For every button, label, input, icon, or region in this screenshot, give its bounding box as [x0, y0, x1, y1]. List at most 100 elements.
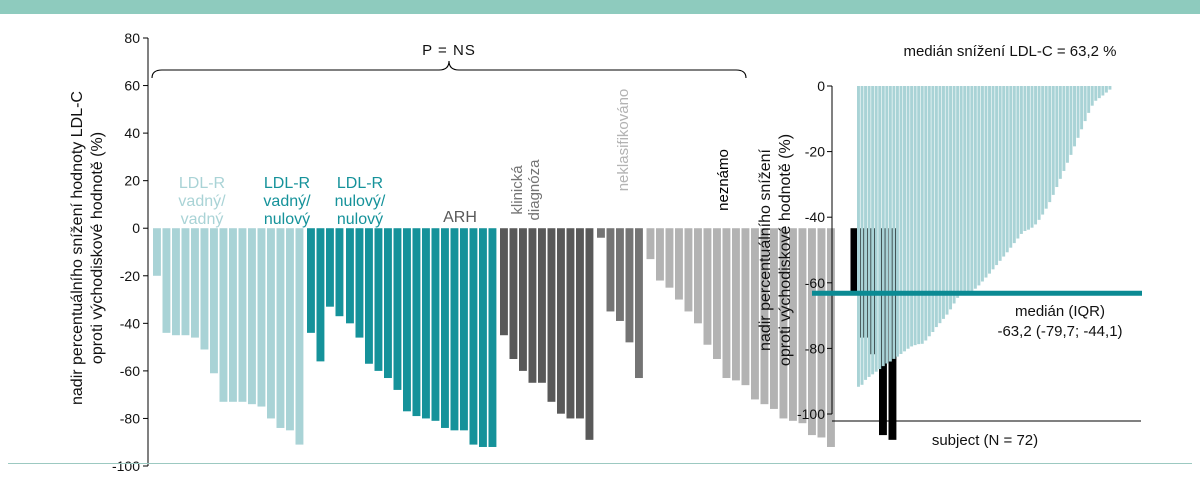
bar-arh [500, 228, 508, 336]
group-label-null_null: nulový/ [335, 193, 386, 210]
subject-bar [906, 86, 910, 349]
bar-unclassified [798, 228, 807, 424]
bar-defective_defective [248, 228, 256, 405]
subject-bar [924, 86, 928, 341]
subject-bar [888, 86, 892, 362]
bar-defective_null [335, 228, 344, 317]
subject-bar [998, 86, 1002, 261]
subject-bar [917, 86, 921, 345]
bar-unclassified [827, 228, 835, 447]
right-y-tick-label: 0 [817, 78, 825, 94]
left-y-ticks: 80 60 40 20 0 -20 -40 -60 -80 -100 [112, 30, 148, 474]
subject-bar [1104, 86, 1108, 93]
bar-null_null [488, 228, 497, 447]
bar-unclassified [665, 228, 674, 288]
subject-bar [1044, 86, 1048, 209]
left-y-tick-label: 80 [124, 30, 140, 46]
group-label-clinical: diagnóza [526, 159, 543, 221]
subject-bar [1012, 86, 1016, 244]
group-label-clinical: klinická [509, 165, 526, 215]
bar-arh [585, 228, 594, 440]
subject-bar [864, 86, 868, 380]
bar-defective_defective [295, 228, 304, 445]
bar-arh [566, 228, 575, 419]
left-y-axis-label: oproti východiskové hodnotě (%) [89, 132, 106, 364]
left-y-tick-label: 40 [124, 125, 140, 141]
bar-null_null [384, 228, 392, 379]
subject-bar [980, 86, 984, 282]
subject-bar [1009, 86, 1013, 248]
bar-null_null [422, 228, 430, 419]
bar-clinical [625, 228, 634, 343]
bar-arh [547, 228, 556, 402]
median-label: medián (IQR) [1015, 303, 1105, 320]
subject-bar [1019, 86, 1023, 234]
subject-bar [966, 86, 970, 293]
group-label-unclassified: neklasifikováno [615, 89, 632, 192]
left-y-tick-label: 0 [132, 220, 140, 236]
subject-bar [1002, 86, 1006, 257]
subject-bar [892, 86, 896, 359]
bar-arh [576, 228, 584, 419]
subject-bar [1027, 86, 1030, 230]
bar-arh [538, 228, 546, 383]
subject-bar [934, 86, 938, 328]
left-y-tick-label: 20 [124, 173, 140, 189]
subject-bar [1097, 86, 1101, 99]
bar-unknown [860, 228, 868, 338]
bar-defective_null [316, 228, 325, 362]
subject-bar [1048, 86, 1052, 203]
subject-bar [952, 86, 956, 304]
bar-defective_defective [276, 228, 285, 428]
subject-bar [881, 86, 885, 367]
right-chart-title: medián snížení LDL-C = 63,2 % [903, 43, 1116, 60]
group-label-defective_defective: vadný/ [178, 193, 226, 210]
subject-bar [857, 86, 860, 387]
subject-bar [878, 86, 882, 370]
subject-bar [984, 86, 988, 278]
bar-null_null [374, 228, 383, 371]
subject-bar [1023, 86, 1027, 231]
subject-bar [963, 86, 967, 294]
bar-defective_defective [257, 228, 266, 407]
group-labels: LDL-Rvadný/vadnýLDL-Rvadný/nulovýLDL-Rnu… [178, 89, 732, 228]
left-y-tick-label: -20 [120, 268, 140, 284]
right-y-ticks: 0 -20 -40 -60 -80 -100 [797, 78, 832, 422]
significance-label: P = NS [422, 42, 476, 59]
subject-bar [956, 86, 960, 298]
bar-unclassified [722, 228, 731, 379]
bar-unclassified [732, 228, 740, 381]
bar-unclassified [817, 228, 826, 438]
subject-bar [1080, 86, 1084, 130]
subject-bar [867, 86, 871, 377]
bar-defective_defective [210, 228, 218, 374]
bar-defective_defective [286, 228, 294, 431]
right-y-tick-label: -80 [805, 340, 825, 356]
subject-bar [1090, 86, 1094, 106]
subject-bar [1065, 86, 1069, 163]
subject-bar [1073, 86, 1076, 147]
bar-null_null [393, 228, 402, 390]
right-y-axis-label: oproti východiskové hodnotě (%) [777, 134, 794, 366]
bottom-divider [8, 463, 1192, 464]
bar-unclassified [760, 228, 769, 405]
group-label-defective_defective: vadný [181, 211, 224, 228]
subject-bar [945, 86, 949, 315]
bar-unclassified [741, 228, 750, 386]
subject-bar [1016, 86, 1020, 239]
bar-unclassified [770, 228, 778, 409]
subject-bar [910, 86, 914, 347]
bar-unclassified [751, 228, 759, 400]
left-y-tick-label: -60 [120, 363, 140, 379]
bar-clinical [606, 228, 615, 312]
bar-defective_defective [238, 228, 247, 402]
group-label-null_null: nulový [337, 211, 383, 228]
subject-bar [920, 86, 924, 344]
right-chart: medián snížení LDL-C = 63,2 % 0 -20 -40 -60… [757, 43, 1142, 449]
subject-bar [903, 86, 906, 352]
group-label-defective_null: vadný/ [263, 193, 311, 210]
subject-bar [1051, 86, 1055, 195]
subject-bar [973, 86, 977, 289]
header-band [0, 0, 1200, 14]
